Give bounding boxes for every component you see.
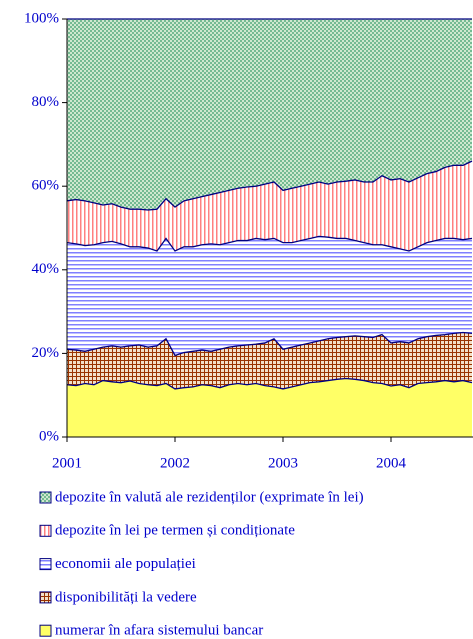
legend-swatch (39, 624, 52, 637)
area-fill (67, 19, 472, 211)
legend-label: depozite în lei pe termen și condiționat… (55, 523, 295, 539)
area-fill (67, 378, 472, 437)
legend-label: depozite în valută ale rezidenților (exp… (55, 489, 364, 505)
area-edge (66, 235, 473, 252)
legend-swatch (39, 591, 52, 604)
y-tick-label: 0% (39, 428, 59, 444)
y-tick-label: 80% (32, 94, 60, 110)
x-tick-label: 2004 (376, 455, 407, 471)
area-edge (66, 331, 473, 357)
area-fill (67, 161, 472, 251)
x-tick-label: 2002 (160, 455, 190, 471)
area-edge (66, 377, 473, 390)
legend-swatch (39, 558, 52, 571)
x-tick-label: 2003 (268, 455, 298, 471)
legend-label: economii ale populației (55, 556, 196, 572)
y-tick-label: 60% (32, 178, 60, 194)
legend-swatch (39, 524, 52, 537)
area-edge (66, 160, 473, 211)
area-fill (67, 332, 472, 389)
y-tick-label: 40% (32, 261, 60, 277)
area-fill (67, 236, 472, 356)
y-tick-label: 20% (32, 345, 60, 361)
y-tick-label: 100% (24, 10, 59, 26)
x-tick-label: 2001 (52, 455, 82, 471)
legend-swatch (39, 491, 52, 504)
legend-label: numerar în afara sistemului bancar (55, 623, 263, 639)
legend-label: disponibilități la vedere (55, 589, 197, 605)
